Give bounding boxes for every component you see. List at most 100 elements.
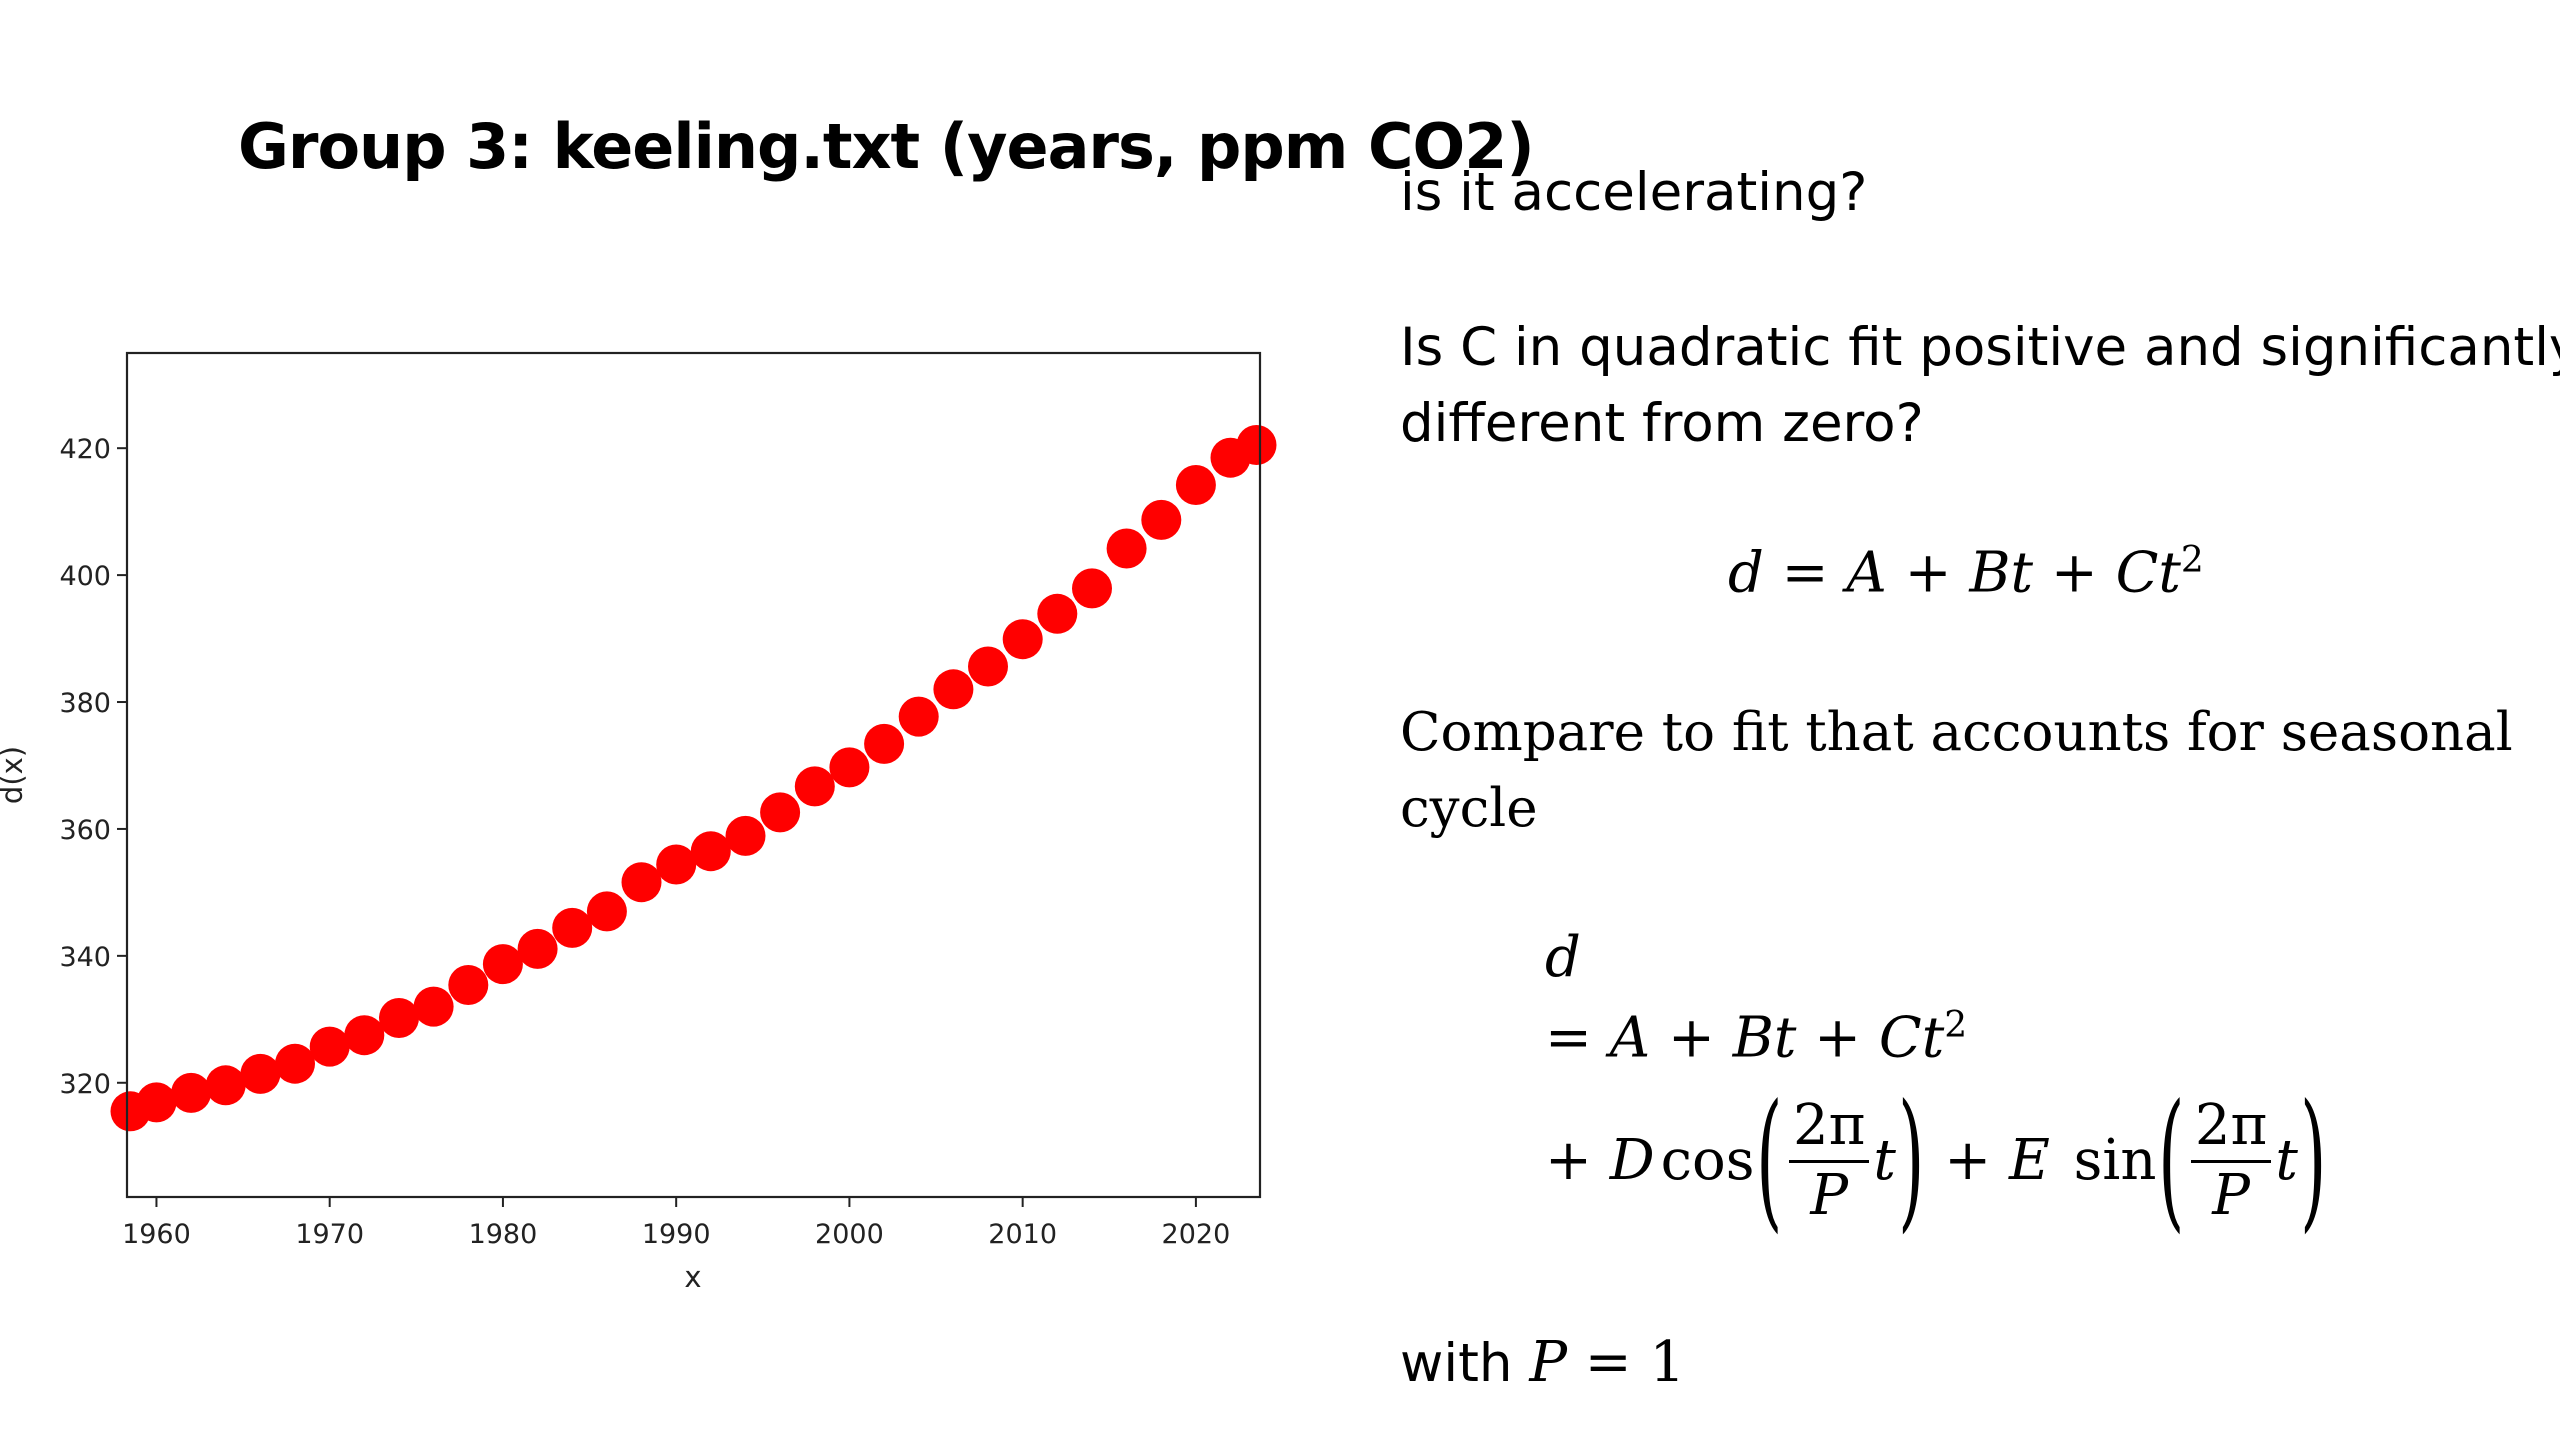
quadratic-equation: d = A + Bt + Ct2 <box>1728 540 2204 606</box>
data-point <box>933 669 974 710</box>
data-point <box>379 998 419 1038</box>
eq-d: d <box>1728 540 1764 606</box>
question-accelerating-text: is it accelerating? <box>1400 162 1868 223</box>
data-point <box>517 928 558 969</box>
data-point <box>725 815 766 856</box>
fraction-numerator: 2π <box>2190 1092 2272 1163</box>
data-point <box>898 696 939 737</box>
chart-marks <box>110 425 1277 1132</box>
data-point <box>171 1072 212 1113</box>
data-point <box>136 1082 177 1123</box>
seasonal-eq-d: d <box>1545 925 1581 990</box>
x-tick-label: 2010 <box>988 1219 1057 1250</box>
data-point <box>621 862 662 903</box>
compare-line2: cycle <box>1400 778 1538 839</box>
data-point <box>482 944 523 985</box>
seasonal-eq-plus: + <box>1796 1005 1879 1071</box>
keeling-scatter-chart: 1960 1970 1980 1990 2000 2010 2020 320 340 360 38… <box>0 351 1277 1294</box>
compare-text: Compare to fit that accounts for seasona… <box>1400 695 2513 847</box>
y-tick-label: 320 <box>59 1069 111 1100</box>
question-quadratic: Is C in quadratic fit positive and signi… <box>1400 310 2560 462</box>
seasonal-equation-line3: + D cos ( 2π P t ) + E sin ( 2π P t ) <box>1545 1075 2328 1245</box>
with-eq-equals: = <box>1567 1330 1650 1395</box>
seasonal-eq-t: t <box>2275 1127 2298 1193</box>
fraction-denominator: P <box>2212 1162 2250 1228</box>
data-point <box>968 646 1008 687</box>
data-point <box>586 891 627 932</box>
eq-equals: = <box>1763 540 1847 606</box>
x-axis-ticks: 1960 1970 1980 1990 2000 2010 2020 <box>122 1197 1230 1250</box>
seasonal-eq-ct: Ct <box>1878 1005 1945 1071</box>
compare-line1: Compare to fit that accounts for seasona… <box>1400 702 2513 763</box>
data-point <box>413 986 454 1027</box>
with-equation: P = 1 <box>1529 1330 1685 1395</box>
data-point <box>656 844 697 885</box>
y-axis-label: d(x) <box>0 746 29 804</box>
eq-a: A <box>1846 540 1887 606</box>
left-paren: ( <box>1756 1073 1783 1247</box>
seasonal-eq-plus-d: + D <box>1545 1127 1655 1193</box>
plot-frame <box>125 351 1262 1199</box>
seasonal-eq-equals: = <box>1545 1005 1610 1071</box>
y-tick-label: 340 <box>59 942 111 973</box>
data-point <box>1106 528 1147 569</box>
slide-title: Group 3: keeling.txt (years, ppm CO2) <box>238 110 1535 183</box>
x-tick-label: 1960 <box>122 1219 191 1250</box>
data-point <box>1236 425 1277 465</box>
y-tick-label: 380 <box>59 688 111 719</box>
x-tick-label: 1990 <box>642 1219 711 1250</box>
data-point <box>1175 465 1216 505</box>
data-point <box>1002 619 1043 660</box>
x-axis-label: x <box>684 1260 701 1294</box>
data-point <box>690 831 731 872</box>
data-point <box>1141 499 1182 540</box>
eq-plus: + <box>1886 540 1970 606</box>
seasonal-eq-sin: sin <box>2073 1127 2157 1193</box>
with-p-text: with P = 1 <box>1400 1325 1685 1402</box>
x-tick-label: 2020 <box>1162 1219 1231 1250</box>
data-point <box>794 766 835 807</box>
seasonal-eq-plus: + <box>1650 1005 1733 1071</box>
right-paren: ) <box>2299 1073 2327 1247</box>
y-tick-label: 400 <box>59 561 111 592</box>
data-point <box>205 1065 246 1106</box>
fraction-denominator: P <box>1810 1162 1849 1228</box>
with-eq-p: P <box>1529 1330 1567 1395</box>
data-point <box>309 1026 350 1067</box>
seasonal-eq-exponent: 2 <box>1944 1005 1968 1046</box>
data-point <box>275 1043 315 1084</box>
data-point <box>552 907 593 948</box>
eq-bt: Bt <box>1969 540 2034 606</box>
fraction: 2π P <box>1788 1092 1870 1229</box>
seasonal-equation-line2: = A + Bt + Ct2 <box>1545 1005 1967 1071</box>
x-tick-label: 1970 <box>295 1219 364 1250</box>
seasonal-eq-a: A <box>1609 1005 1651 1071</box>
eq-exponent: 2 <box>2180 540 2204 581</box>
seasonal-eq-t: t <box>1873 1127 1896 1193</box>
fraction-numerator: 2π <box>1788 1092 1870 1163</box>
data-point <box>448 965 489 1005</box>
seasonal-eq-cos: cos <box>1660 1127 1755 1193</box>
question-quadratic-line1: Is C in quadratic fit positive and signi… <box>1400 317 2560 378</box>
with-eq-one: 1 <box>1649 1330 1686 1395</box>
x-tick-label: 2000 <box>815 1219 884 1250</box>
seasonal-equation-line1: d <box>1545 925 1581 990</box>
left-paren: ( <box>2158 1073 2185 1247</box>
data-point <box>760 792 801 833</box>
data-point <box>1072 568 1112 609</box>
data-point <box>864 723 905 764</box>
y-axis-ticks: 320 340 360 380 400 420 <box>59 434 127 1100</box>
right-paren: ) <box>1898 1073 1925 1247</box>
fraction: 2π P <box>2190 1092 2272 1229</box>
y-tick-label: 420 <box>59 434 111 465</box>
y-tick-label: 360 <box>59 815 111 846</box>
data-point <box>240 1053 281 1094</box>
data-point <box>344 1015 385 1056</box>
eq-plus: + <box>2033 540 2116 606</box>
data-point <box>829 747 870 788</box>
question-quadratic-line2: different from zero? <box>1400 393 1924 454</box>
question-accelerating: is it accelerating? <box>1400 155 1867 231</box>
x-tick-label: 1980 <box>469 1219 538 1250</box>
data-point <box>1037 593 1078 634</box>
with-label: with <box>1400 1333 1513 1394</box>
